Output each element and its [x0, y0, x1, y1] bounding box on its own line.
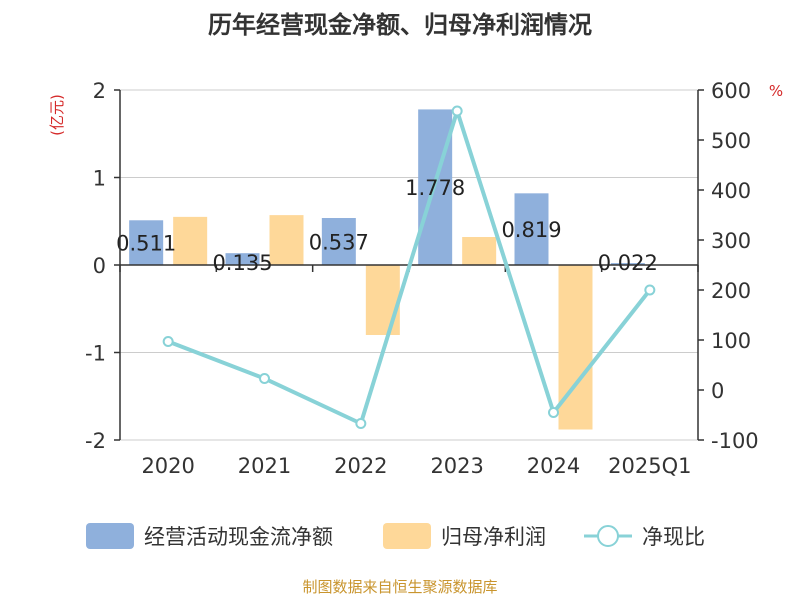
y-right-tick-label: 0: [711, 379, 724, 403]
net-profit-bar: [269, 215, 304, 265]
value-labels: 0.511 0.135 0.537 1.778 0.819 0.022: [116, 176, 658, 275]
legend: 经营活动现金流净额 归母净利润 净现比: [86, 523, 705, 549]
ratio-point: [162, 336, 174, 347]
chart-title: 历年经营现金净额、归母净利润情况: [208, 11, 592, 39]
ratio-point: [451, 105, 463, 117]
y-right-tick-label: 100: [711, 329, 751, 353]
source-footer: 制图数据来自恒生聚源数据库: [302, 578, 497, 596]
ratio-point: [548, 407, 559, 418]
net-profit-bar: [558, 265, 593, 430]
net-profit-bar: [365, 265, 400, 335]
y-right-tick-label: 500: [711, 129, 751, 153]
y-left-unit: (亿元): [48, 94, 66, 136]
y-left-tick-label: 2: [93, 79, 106, 103]
y-left-tick-label: 0: [93, 254, 106, 278]
cashflow-value-label: 0.819: [501, 218, 561, 242]
legend-label: 净现比: [642, 525, 705, 549]
x-tick-label: 2020: [141, 454, 194, 478]
axes: 2 1 0 -1 -2 600 500 400 300 200 100 0 -100 2020 2021 20…: [85, 79, 759, 478]
ratio-line-path: [167, 109, 652, 426]
cashflow-value-label: 0.022: [598, 251, 658, 275]
y-left-tick-label: -2: [85, 429, 106, 453]
cashflow-bar: [225, 253, 260, 265]
ratio-point: [259, 373, 270, 384]
y-right-tick-label: 300: [711, 229, 751, 253]
cashflow-bar: [321, 218, 356, 265]
cashflow-value-label: 0.511: [116, 232, 176, 256]
ratio-point: [644, 284, 656, 296]
x-tick-label: 2023: [430, 454, 483, 478]
legend-label: 经营活动现金流净额: [144, 525, 333, 549]
x-tick-label: 2025Q1: [608, 454, 691, 478]
x-tick-label: 2024: [527, 454, 580, 478]
y-left-tick-label: 1: [93, 167, 106, 191]
y-right-tick-label: 400: [711, 179, 751, 203]
legend-swatch-marker: [597, 525, 619, 547]
legend-label: 归母净利润: [441, 525, 546, 549]
cashflow-value-label: 1.778: [405, 176, 465, 200]
x-tick-label: 2021: [238, 454, 291, 478]
cashflow-bar: [129, 220, 164, 265]
legend-swatch: [86, 523, 134, 549]
y-right-tick-label: 200: [711, 279, 751, 303]
net-profit-bar: [173, 216, 208, 265]
net-profit-bar: [462, 237, 497, 265]
cashflow-value-label: 0.135: [212, 251, 272, 275]
x-tick-label: 2022: [334, 454, 387, 478]
cashflow-bar: [514, 193, 549, 265]
ratio-point: [355, 418, 367, 429]
legend-swatch: [383, 523, 431, 549]
cashflow-value-label: 0.537: [309, 231, 369, 255]
ratio-line: [162, 105, 656, 429]
y-right-tick-label: -100: [711, 429, 759, 453]
y-right-unit: %: [769, 82, 783, 100]
cashflow-bar: [610, 263, 645, 265]
y-right-tick-label: 600: [711, 79, 751, 103]
y-left-tick-label: -1: [85, 342, 106, 366]
